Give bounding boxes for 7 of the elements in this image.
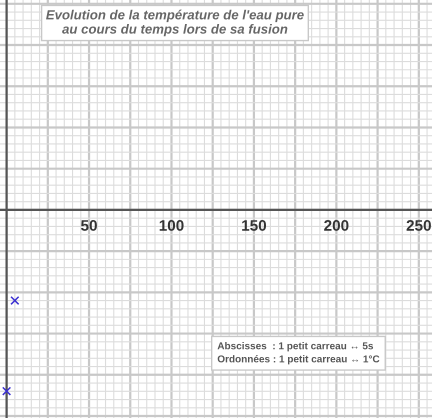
- x-tick-label: 250: [406, 220, 431, 231]
- chart-title: Evolution de la température de l'eau pure au cours du temps lors de sa fusion: [46, 10, 304, 36]
- annotation: Abscisses : 1 petit carreau ↔ 5s Ordonnées : 1 petit carreau ↔ 1°C: [218, 342, 380, 364]
- x-tick-label: 100: [160, 220, 184, 231]
- x-tick-label: 200: [324, 220, 348, 231]
- x-tick-label: 50: [81, 220, 97, 231]
- x-tick-label: 150: [242, 220, 266, 231]
